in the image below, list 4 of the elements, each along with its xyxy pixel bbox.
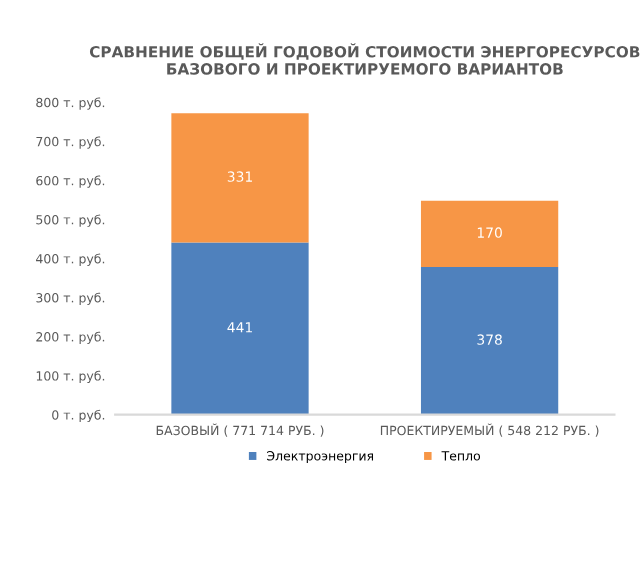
bar (171, 242, 309, 415)
bar (420, 200, 559, 268)
bar (171, 113, 309, 243)
bar (420, 267, 559, 415)
